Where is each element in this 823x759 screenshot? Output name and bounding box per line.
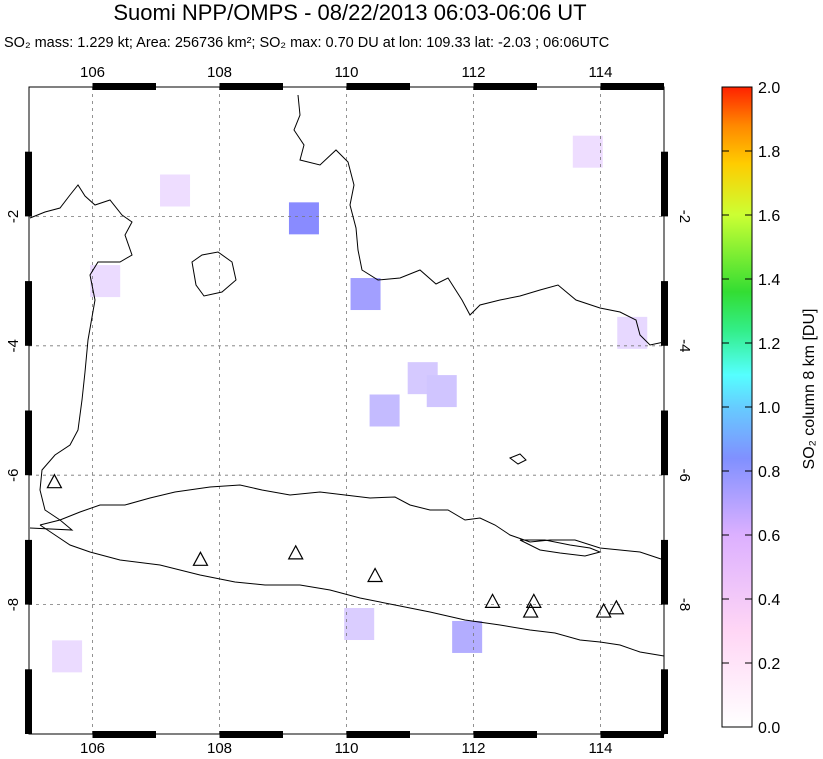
so2-pixel [369, 394, 400, 427]
lon-label-top: 106 [80, 64, 105, 81]
java-coast [39, 484, 665, 657]
lon-label-top: 114 [589, 64, 613, 81]
volcano-markers [46, 473, 625, 618]
so2-pixel [350, 278, 381, 311]
frame-tick-top [219, 83, 283, 90]
so2-pixel [572, 135, 603, 168]
frame-tick-right [661, 151, 668, 217]
frame-tick-bottom [473, 731, 537, 738]
frame-tick-bottom [600, 731, 664, 738]
volcano-triangle-icon [367, 567, 384, 583]
coastline [29, 94, 665, 657]
lat-label-left: -8 [5, 598, 22, 611]
lat-label-left: -6 [5, 469, 22, 482]
frame-tick-bottom [219, 731, 283, 738]
lon-label-top: 108 [207, 64, 232, 81]
volcano-triangle-icon [525, 593, 542, 608]
madura-island [519, 539, 602, 557]
colorbar-tick-label: 2.0 [758, 80, 780, 97]
volcano-triangle-icon [287, 544, 304, 560]
frame-tick-left [25, 539, 32, 605]
colorbar-ticks: 0.0 0.2 0.4 0.6 0.8 1.0 1.2 1.4 1.6 1.8 2.0 [722, 80, 780, 737]
volcano-triangle-icon [484, 593, 501, 608]
colorbar-tick-label: 1.4 [758, 272, 780, 289]
colorbar-label: SO₂ column 8 km [DU] [801, 308, 818, 470]
colorbar-tick-label: 0.0 [758, 720, 780, 737]
lat-label-right: -4 [676, 339, 693, 352]
lat-label-right: -8 [676, 598, 693, 611]
karimunjawa-island [508, 453, 527, 465]
lat-label-right: -2 [676, 210, 693, 223]
volcano-triangle-icon [192, 551, 209, 566]
lon-label-bottom: 108 [207, 740, 232, 757]
map-subtitle: SO₂ mass: 1.229 kt; Area: 256736 km²; SO… [4, 35, 610, 51]
colorbar-tick-label: 1.6 [758, 208, 780, 225]
frame-tick-left [25, 281, 32, 346]
frame-tick-top [92, 83, 156, 90]
graticule [29, 87, 664, 734]
frame-tick-bottom [346, 731, 410, 738]
sumatra-coast [29, 184, 133, 531]
lon-label-top: 112 [462, 64, 486, 81]
bangka-island [191, 251, 237, 297]
lon-label-bottom: 110 [335, 740, 359, 757]
frame-tick-left [25, 410, 32, 476]
colorbar-tick-label: 1.2 [758, 336, 780, 353]
map-title: Suomi NPP/OMPS - 08/22/2013 06:03-06:06 … [113, 0, 587, 25]
colorbar-tick-label: 0.8 [758, 464, 780, 481]
colorbar-tick-label: 1.8 [758, 144, 780, 161]
map-frame-ticks [25, 83, 668, 738]
volcano-triangle-icon [46, 473, 63, 489]
so2-pixel-layer [52, 135, 648, 673]
lon-label-top: 110 [335, 64, 359, 81]
lat-label-right: -6 [676, 469, 693, 482]
frame-tick-right [661, 669, 668, 734]
frame-tick-left [25, 669, 32, 734]
colorbar-tick-label: 1.0 [758, 400, 780, 417]
colorbar-tick-label: 0.4 [758, 592, 780, 609]
so2-pixel [344, 608, 375, 641]
frame-tick-top [600, 83, 664, 90]
volcano-triangle-icon [522, 602, 539, 618]
frame-tick-right [661, 539, 668, 605]
lat-label-left: -4 [5, 339, 22, 352]
so2-pixel [426, 375, 457, 408]
colorbar-tick-label: 0.6 [758, 528, 780, 545]
axis-labels: 106 106 108 108 110 110 112 112 114 114 -2 -2 -4 -4 -6… [5, 64, 693, 757]
so2-pixel [160, 174, 191, 207]
frame-tick-left [25, 151, 32, 217]
frame-tick-right [661, 281, 668, 346]
borneo-coast [293, 94, 665, 346]
lon-label-bottom: 106 [80, 740, 105, 757]
so2-pixel [288, 202, 319, 235]
frame-tick-top [346, 83, 410, 90]
so2-pixel [617, 316, 648, 349]
frame-tick-top [473, 83, 537, 90]
so2-pixel [452, 620, 483, 653]
lat-label-left: -2 [5, 210, 22, 223]
frame-tick-bottom [92, 731, 156, 738]
volcano-triangle-icon [608, 599, 625, 615]
frame-tick-right [661, 410, 668, 476]
so2-pixel [90, 265, 121, 298]
lon-label-bottom: 114 [589, 740, 613, 757]
colorbar-tick-label: 0.2 [758, 656, 780, 673]
lon-label-bottom: 112 [462, 740, 486, 757]
so2-pixel [52, 640, 83, 673]
volcano-triangle-icon [595, 602, 612, 618]
